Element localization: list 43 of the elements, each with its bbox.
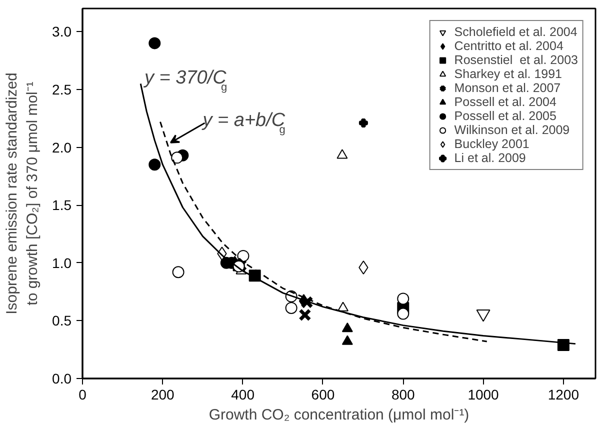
legend-label: Possell et al. 2004 bbox=[454, 95, 556, 109]
x-tick-label: 1000 bbox=[468, 386, 500, 402]
x-tick-label: 1200 bbox=[548, 386, 580, 402]
point bbox=[342, 322, 353, 332]
legend-label: Sharkey et al. 1991 bbox=[454, 67, 562, 81]
y-tick-label: 1.5 bbox=[52, 197, 72, 214]
legend-label: Rosenstiel et al. 2003 bbox=[454, 53, 578, 67]
x-tick-label: 400 bbox=[231, 386, 255, 402]
x-tick-label: 800 bbox=[391, 386, 416, 402]
y-tick-label: 1.0 bbox=[52, 254, 72, 271]
y-axis-title: Isoprene emission rate standardized to growth [CO₂] of 370 μmol mol⁻¹ bbox=[4, 72, 42, 314]
legend-label: Li et al. 2009 bbox=[454, 151, 526, 165]
y-tick-label: 2.5 bbox=[52, 81, 72, 98]
point bbox=[336, 149, 348, 159]
point bbox=[148, 37, 161, 50]
annotation: y = a+b/Cg bbox=[200, 110, 286, 136]
y-tick-label: 2.0 bbox=[52, 139, 72, 156]
x-tick-label: 0 bbox=[78, 386, 87, 402]
x-tick-label: 200 bbox=[150, 386, 175, 402]
point bbox=[148, 158, 161, 171]
legend-label: Wilkinson et al. 2009 bbox=[454, 123, 570, 137]
point bbox=[300, 296, 314, 309]
point bbox=[342, 335, 353, 345]
legend-label: Buckley 2001 bbox=[454, 137, 530, 151]
y-tick-label: 3.0 bbox=[52, 24, 72, 40]
y-tick-label: 0.0 bbox=[52, 370, 72, 386]
point bbox=[298, 308, 312, 322]
x-tick-label: 600 bbox=[311, 386, 335, 402]
legend-label: Possell et al. 2005 bbox=[454, 109, 556, 123]
legend-label: Monson et al. 2007 bbox=[454, 81, 561, 95]
point bbox=[397, 292, 410, 305]
legend-label: Centritto et al. 2004 bbox=[454, 39, 564, 53]
point bbox=[358, 260, 368, 274]
point bbox=[397, 308, 410, 320]
point bbox=[171, 152, 184, 164]
point bbox=[285, 302, 298, 314]
x-axis-title: Growth CO₂ concentration (μmol mol⁻¹) bbox=[208, 406, 470, 424]
point bbox=[358, 118, 368, 128]
point bbox=[172, 266, 184, 278]
y-tick-label: 0.5 bbox=[52, 312, 72, 329]
point bbox=[338, 302, 349, 312]
point bbox=[237, 250, 250, 262]
legend-label: Scholefield et al. 2004 bbox=[454, 25, 578, 39]
